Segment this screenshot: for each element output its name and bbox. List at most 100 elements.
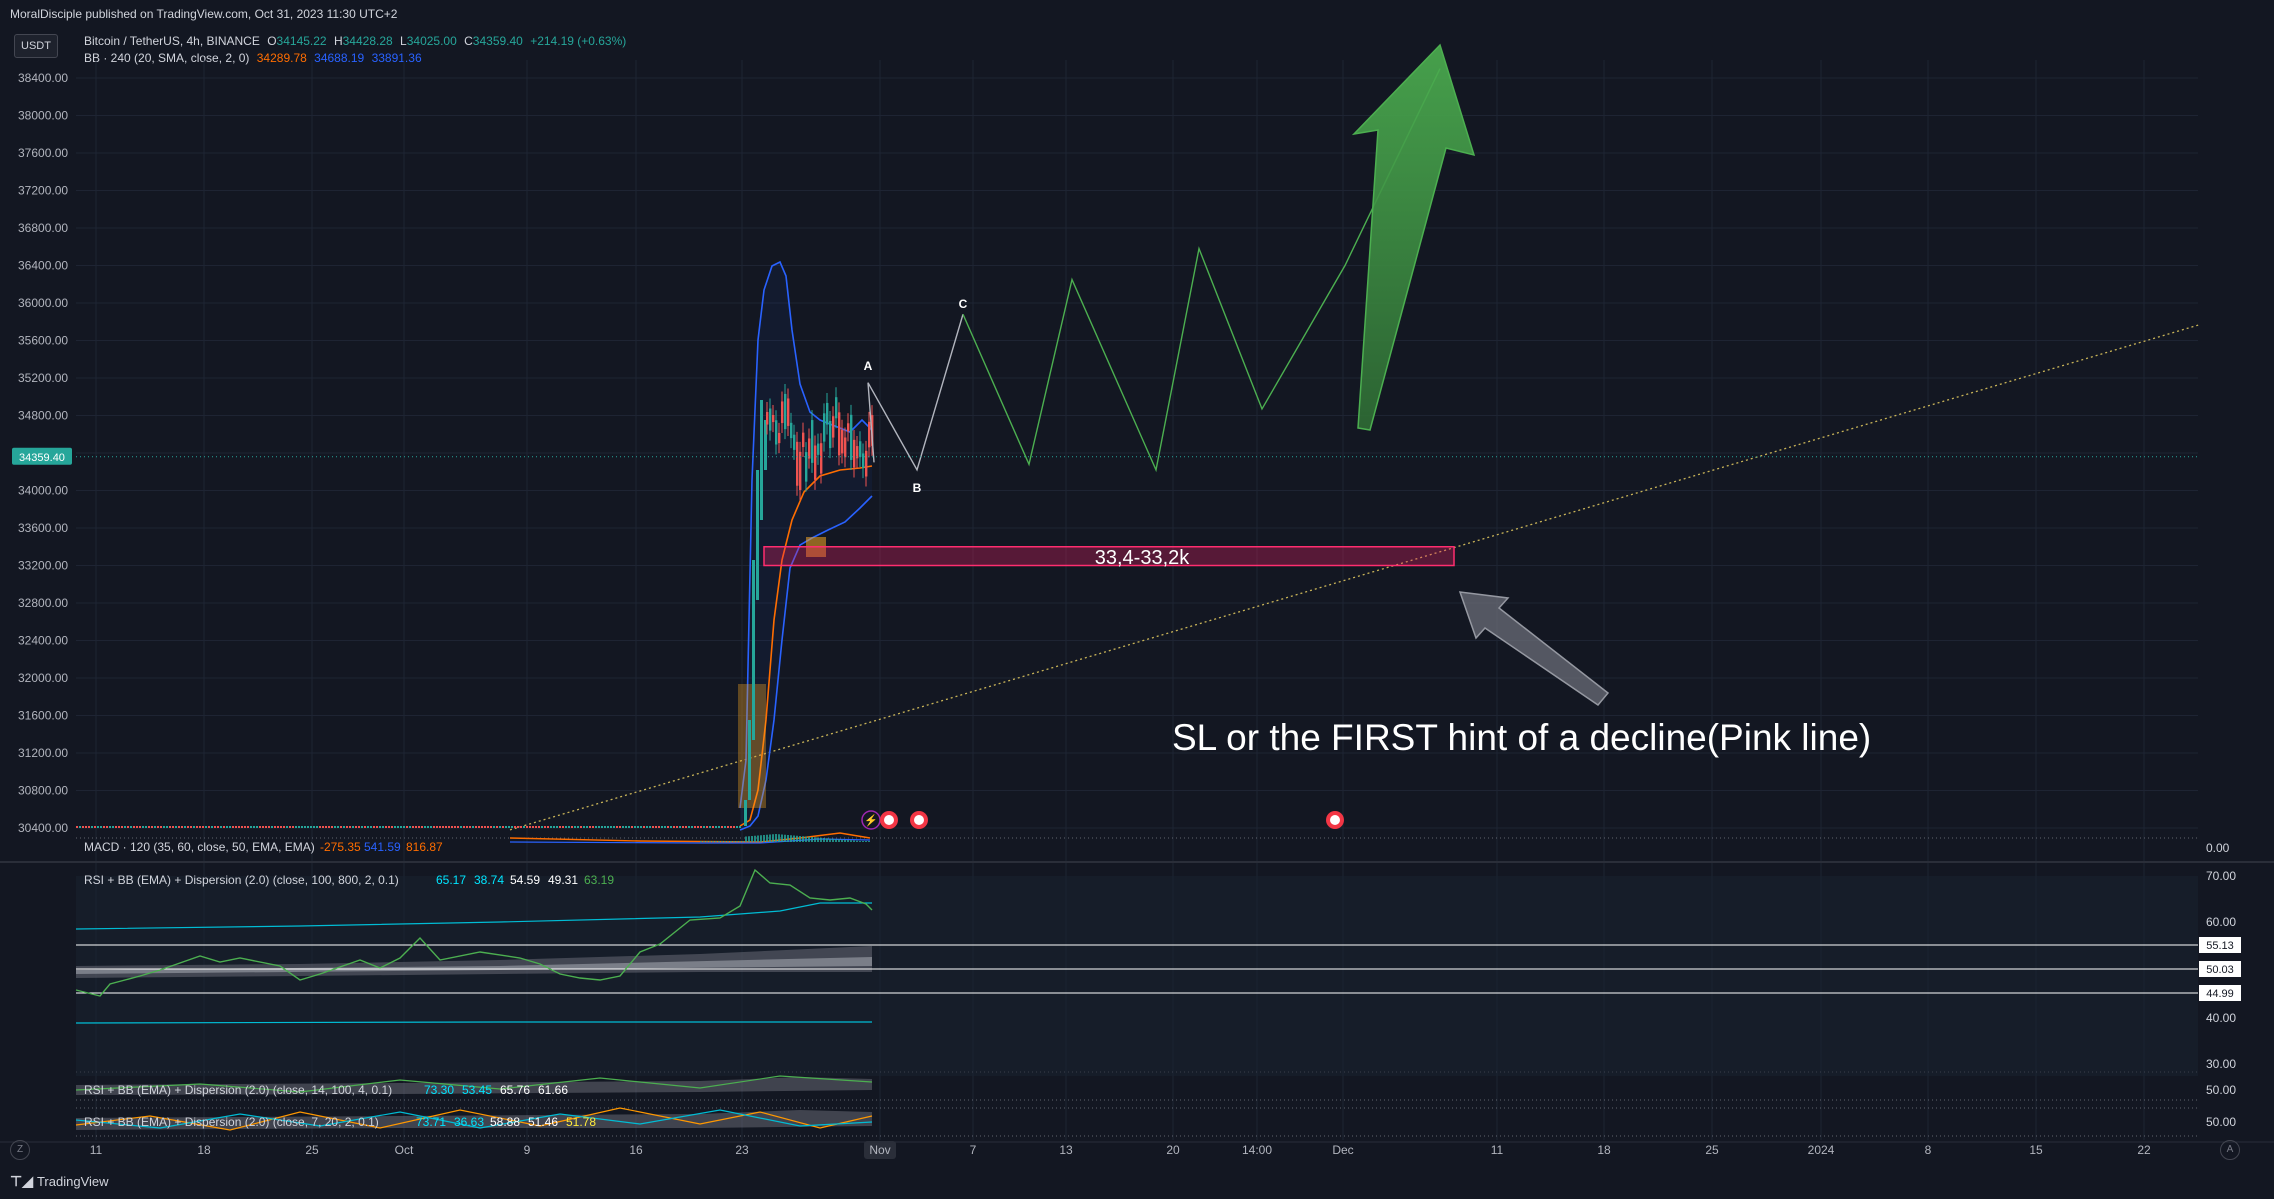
- ohlc-close: C34359.40: [464, 34, 523, 48]
- rsi3-value-2: 36.63: [454, 1115, 484, 1129]
- a-button[interactable]: A: [2220, 1140, 2240, 1160]
- time-tick-label: 20: [1166, 1143, 1180, 1157]
- rsi3-label[interactable]: RSI + BB (EMA) + Dispersion (2.0) (close…: [84, 1115, 379, 1129]
- support-zone[interactable]: [763, 546, 1455, 567]
- candlesticks: [76, 383, 874, 828]
- rsi-level-label-2: 50.03: [2206, 964, 2234, 976]
- rsi-lower-line: [75, 1021, 872, 1024]
- price-tick-label: 37600.00: [18, 146, 68, 160]
- rsi3-value-4: 51.46: [528, 1115, 558, 1129]
- price-tick-label: 34800.00: [18, 409, 68, 423]
- tradingview-logo[interactable]: ⊤◢ TradingView: [10, 1173, 109, 1189]
- rsi-upper-line: [75, 902, 872, 930]
- bb-fill: [740, 262, 872, 830]
- macd-pane[interactable]: MACD · 120 (35, 60, close, 50, EMA, EMA)…: [84, 832, 871, 854]
- indicator-axis: 0.00 70.00 60.00 55.13 50.03 44.99 40.00…: [2199, 841, 2241, 1129]
- rsi1-value-2: 38.74: [474, 873, 504, 887]
- price-tick-label: 32800.00: [18, 596, 68, 610]
- macd-label[interactable]: MACD · 120 (35, 60, close, 50, EMA, EMA): [84, 840, 315, 854]
- bb-mid-value: 34289.78: [256, 51, 307, 65]
- time-tick-label: 16: [629, 1143, 643, 1157]
- time-tick-label: 15: [2029, 1143, 2043, 1157]
- rsi1-value-1: 65.17: [436, 873, 466, 887]
- rsi-pane-3[interactable]: RSI + BB (EMA) + Dispersion (2.0) (close…: [75, 1107, 873, 1131]
- rsi-line: [75, 868, 873, 997]
- rsi3-line-a: [75, 1107, 873, 1131]
- rsi3-value-5: 51.78: [566, 1115, 596, 1129]
- event-icons[interactable]: ⚡: [861, 810, 1344, 830]
- projection-path[interactable]: [962, 68, 1441, 473]
- warning-arrow[interactable]: [1458, 591, 1610, 707]
- projection-abc-path[interactable]: [867, 314, 964, 472]
- rsi3-value-3: 58.88: [490, 1115, 520, 1129]
- price-tick-label: 37200.00: [18, 184, 68, 198]
- price-tick-label: 34000.00: [18, 484, 68, 498]
- last-price-marker: [12, 447, 72, 465]
- rsi-pane-2[interactable]: RSI + BB (EMA) + Dispersion (2.0) (close…: [75, 1075, 873, 1097]
- tradingview-icon: ⊤◢: [10, 1173, 33, 1189]
- price-tick-label: 31200.00: [18, 746, 68, 760]
- rsi1-label[interactable]: RSI + BB (EMA) + Dispersion (2.0) (close…: [84, 873, 399, 887]
- rsi3-value-1: 73.71: [416, 1115, 446, 1129]
- rsi-level-label-3: 44.99: [2206, 988, 2234, 1000]
- publish-info: MoralDisciple published on TradingView.c…: [10, 7, 398, 21]
- rsi3-axis-50: 50.00: [2206, 1115, 2236, 1129]
- ascending-trendline[interactable]: [509, 323, 2201, 831]
- time-tick-label: 25: [1705, 1143, 1719, 1157]
- price-tick-label: 36400.00: [18, 259, 68, 273]
- svg-text:⚡: ⚡: [864, 814, 878, 827]
- price-tick-label: 36000.00: [18, 296, 68, 310]
- time-tick-label: Nov: [869, 1143, 890, 1157]
- rsi-pane-1[interactable]: RSI + BB (EMA) + Dispersion (2.0) (close…: [75, 868, 2198, 1076]
- time-tick-label: 9: [524, 1143, 531, 1157]
- rsi-axis-60: 60.00: [2206, 915, 2236, 929]
- time-tick-label: 23: [735, 1143, 749, 1157]
- bb-mid-line: [739, 465, 873, 827]
- wave-label-a: A: [864, 359, 873, 373]
- bb-legend: BB · 240 (20, SMA, close, 2, 0) 34289.78…: [84, 51, 426, 65]
- price-tick-label: 30800.00: [18, 784, 68, 798]
- rsi-band-inner: [76, 957, 872, 974]
- rsi2-value-2: 53.45: [462, 1083, 492, 1097]
- ohlc-high: H34428.28: [333, 34, 393, 48]
- time-tick-label: 25: [305, 1143, 319, 1157]
- rsi3-band: [76, 1110, 872, 1130]
- sl-annotation: SL or the FIRST hint of a decline(Pink l…: [1172, 717, 1871, 758]
- time-axis[interactable]: 11 18 25 Oct 9 16 23 Nov 7 13 20 14:00 Dec 11 18 25 2024…: [90, 1141, 2151, 1159]
- rsi2-value-4: 61.66: [538, 1083, 568, 1097]
- time-tick-label: 14:00: [1242, 1143, 1272, 1157]
- rsi1-value-3: 54.59: [510, 873, 540, 887]
- time-tick-label: 22: [2137, 1143, 2151, 1157]
- price-tick-label: 35200.00: [18, 371, 68, 385]
- price-tick-label: 36800.00: [18, 221, 68, 235]
- rsi2-label[interactable]: RSI + BB (EMA) + Dispersion (2.0) (close…: [84, 1083, 392, 1097]
- wave-label-c: C: [959, 297, 968, 311]
- bb-upper-value: 34688.19: [314, 51, 365, 65]
- price-tick-label: 32000.00: [18, 671, 68, 685]
- price-axis[interactable]: 38400.00 38000.00 37600.00 37200.00 36800.00…: [18, 71, 68, 835]
- time-tick-label: 18: [1597, 1143, 1611, 1157]
- bb-label[interactable]: BB · 240 (20, SMA, close, 2, 0): [84, 51, 250, 65]
- top-bar: MoralDisciple published on TradingView.c…: [0, 0, 2274, 28]
- rsi1-value-5: 63.19: [584, 873, 614, 887]
- bb-lower-line: [739, 495, 873, 831]
- time-tick-label: 8: [1925, 1143, 1932, 1157]
- z-button[interactable]: Z: [10, 1140, 30, 1160]
- price-tick-label: 30400.00: [18, 821, 68, 835]
- currency-button[interactable]: USDT: [14, 34, 58, 58]
- time-tick-label: 7: [970, 1143, 977, 1157]
- bullish-arrow[interactable]: [1351, 43, 1476, 431]
- macd-value-3: 816.87: [406, 840, 443, 854]
- time-tick-label: Oct: [395, 1143, 414, 1157]
- time-tick-label: 2024: [1808, 1143, 1835, 1157]
- price-change: +214.19 (+0.63%): [530, 34, 627, 48]
- wave-label-b: B: [913, 481, 922, 495]
- time-tick-label: 13: [1059, 1143, 1073, 1157]
- macd-value-1: -275.35: [320, 840, 361, 854]
- price-tick-label: 33600.00: [18, 521, 68, 535]
- time-tick-label: 18: [197, 1143, 211, 1157]
- price-tick-label: 35600.00: [18, 334, 68, 348]
- macd-value-2: 541.59: [364, 840, 401, 854]
- symbol-title[interactable]: Bitcoin / TetherUS, 4h, BINANCE: [84, 34, 260, 48]
